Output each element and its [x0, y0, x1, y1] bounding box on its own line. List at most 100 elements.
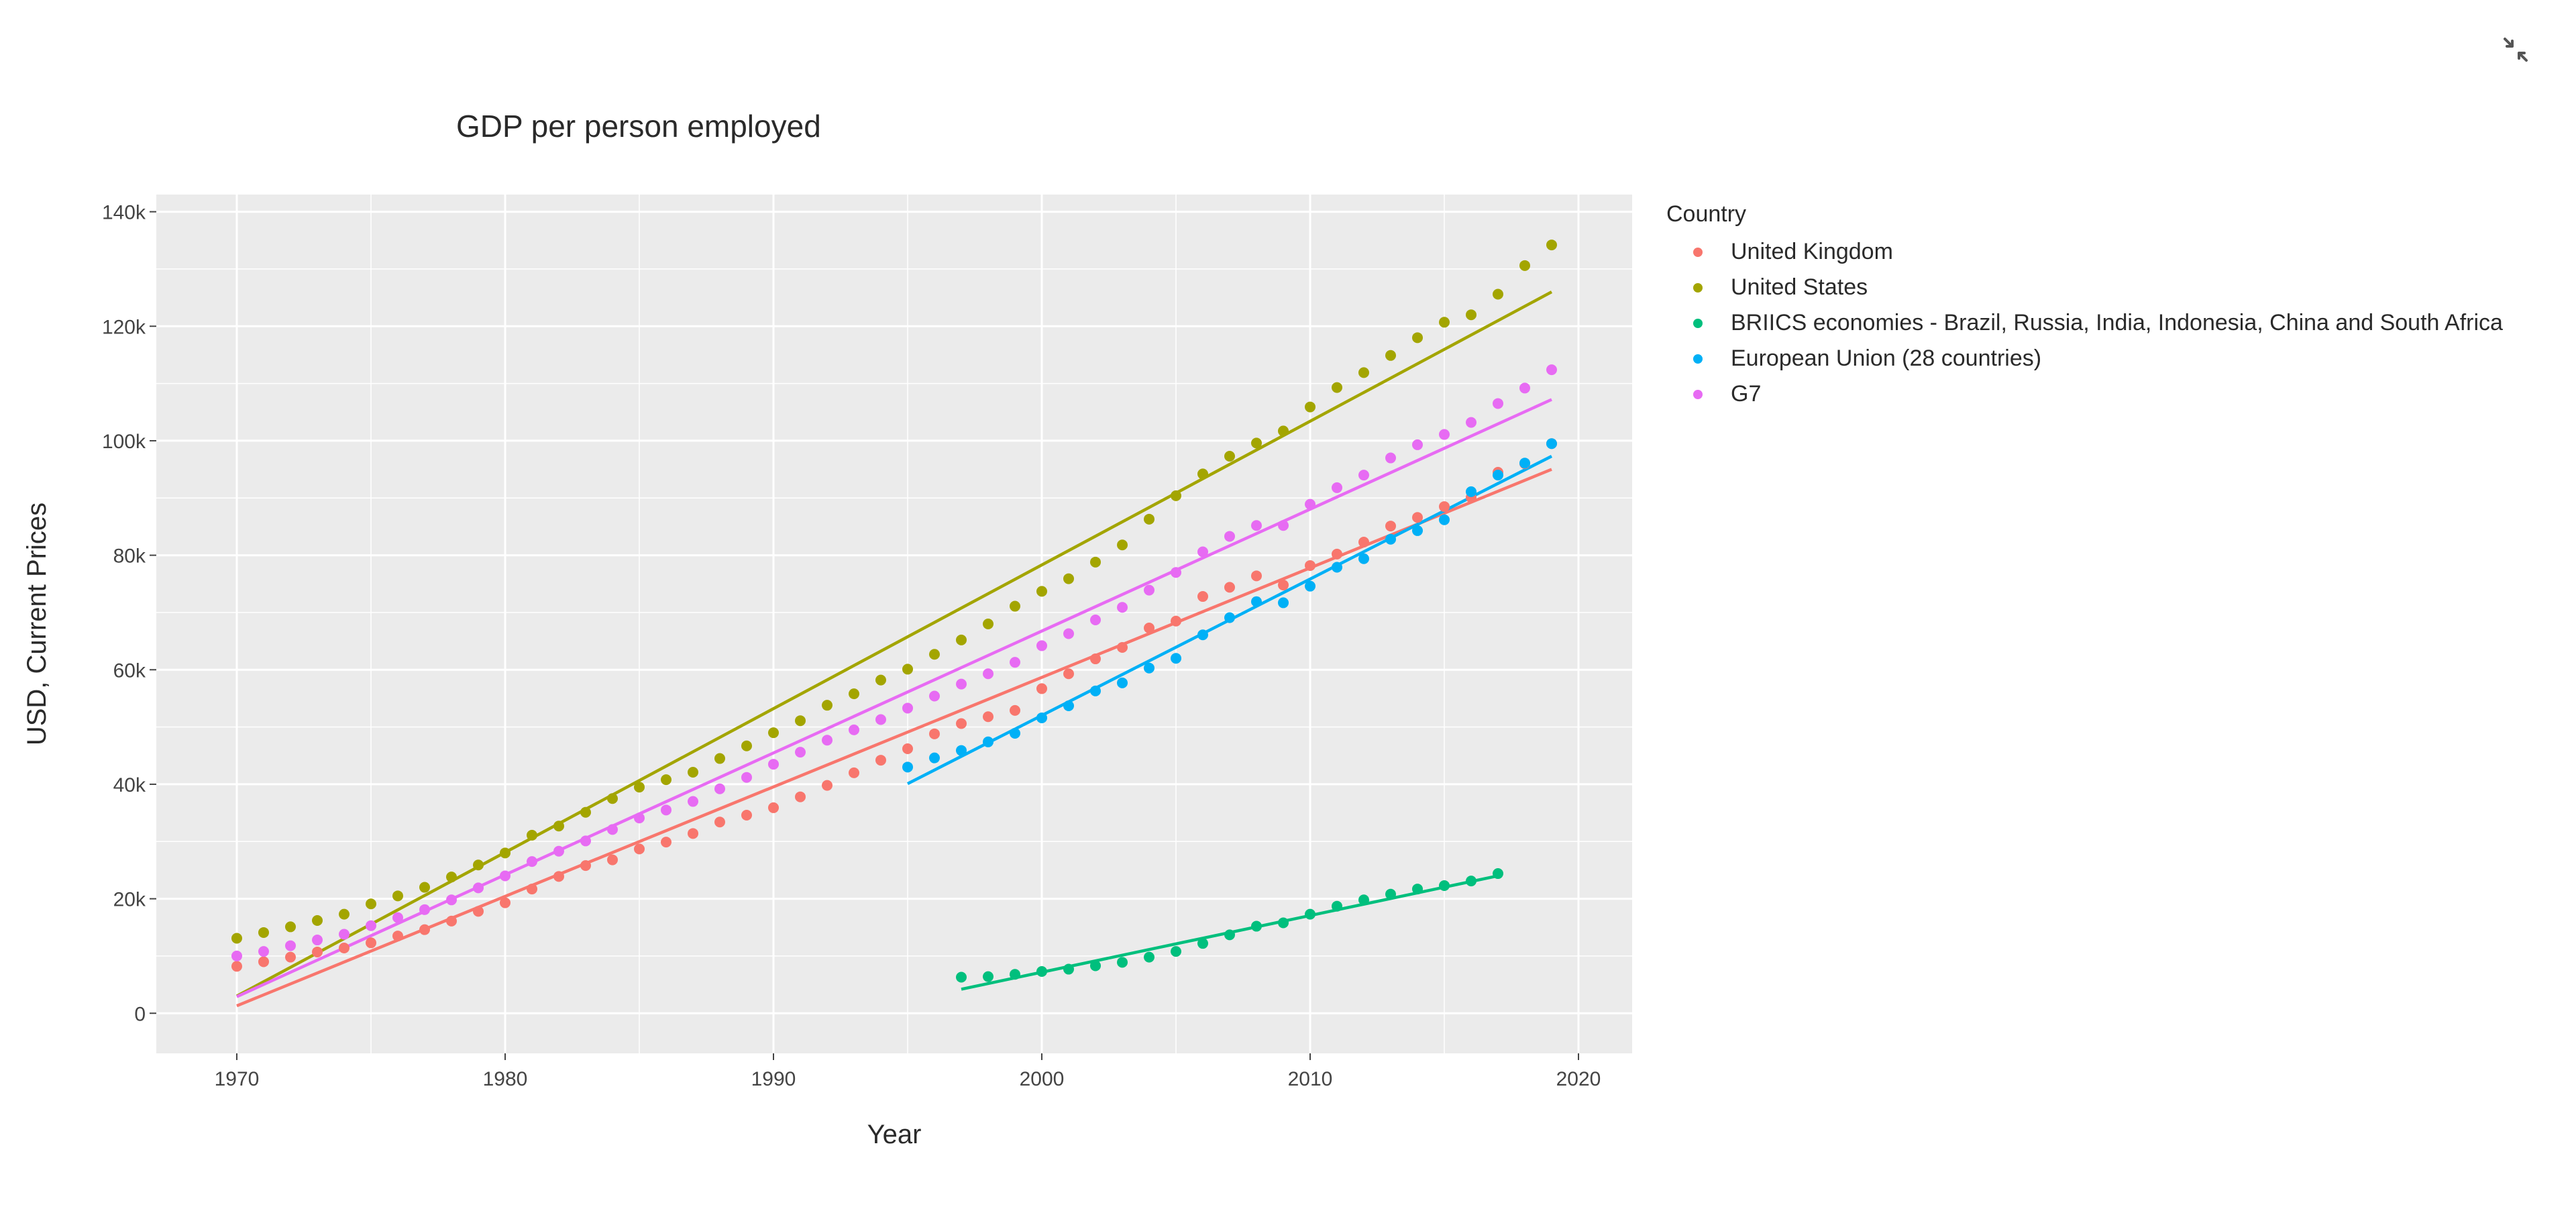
data-point[interactable] — [902, 743, 913, 755]
data-point[interactable] — [956, 745, 967, 756]
data-point[interactable] — [795, 791, 806, 802]
data-point[interactable] — [1251, 570, 1262, 582]
data-point[interactable] — [1171, 615, 1181, 627]
data-point[interactable] — [258, 956, 269, 967]
data-point[interactable] — [607, 854, 618, 865]
data-point[interactable] — [553, 845, 564, 857]
data-point[interactable] — [1090, 960, 1101, 971]
data-point[interactable] — [366, 920, 376, 931]
data-point[interactable] — [741, 810, 752, 821]
data-point[interactable] — [392, 931, 403, 942]
data-point[interactable] — [1466, 486, 1477, 497]
data-point[interactable] — [983, 619, 994, 629]
data-point[interactable] — [741, 772, 752, 783]
data-point[interactable] — [1171, 567, 1181, 578]
data-point[interactable] — [1385, 350, 1396, 361]
data-point[interactable] — [446, 915, 457, 927]
data-point[interactable] — [1224, 582, 1235, 593]
data-point[interactable] — [1251, 596, 1262, 607]
data-point[interactable] — [1090, 556, 1101, 568]
data-point[interactable] — [1063, 700, 1074, 712]
data-point[interactable] — [688, 767, 698, 778]
data-point[interactable] — [822, 780, 833, 791]
data-point[interactable] — [1332, 482, 1342, 493]
data-point[interactable] — [1493, 470, 1503, 481]
data-point[interactable] — [634, 812, 645, 824]
data-point[interactable] — [1332, 900, 1342, 912]
data-point[interactable] — [580, 835, 591, 847]
data-point[interactable] — [231, 950, 242, 961]
data-point[interactable] — [795, 747, 806, 758]
data-point[interactable] — [1117, 539, 1128, 551]
data-point[interactable] — [956, 971, 967, 983]
data-point[interactable] — [1332, 562, 1342, 573]
data-point[interactable] — [956, 634, 967, 645]
data-point[interactable] — [1466, 876, 1477, 887]
data-point[interactable] — [1439, 317, 1450, 328]
data-point[interactable] — [1466, 309, 1477, 321]
data-point[interactable] — [1010, 969, 1020, 980]
data-point[interactable] — [1278, 425, 1289, 437]
data-point[interactable] — [1197, 938, 1208, 949]
data-point[interactable] — [527, 856, 537, 867]
data-point[interactable] — [661, 837, 672, 848]
data-point[interactable] — [1251, 520, 1262, 531]
data-point[interactable] — [1493, 288, 1503, 300]
data-point[interactable] — [1305, 580, 1316, 592]
data-point[interactable] — [1117, 602, 1128, 613]
data-point[interactable] — [849, 767, 859, 778]
data-point[interactable] — [1439, 429, 1450, 440]
data-point[interactable] — [929, 728, 940, 739]
data-point[interactable] — [902, 664, 913, 675]
data-point[interactable] — [1439, 880, 1450, 891]
data-point[interactable] — [1385, 533, 1396, 545]
data-point[interactable] — [258, 946, 269, 957]
data-point[interactable] — [1144, 662, 1155, 674]
data-point[interactable] — [1010, 600, 1020, 612]
data-point[interactable] — [553, 821, 564, 832]
data-point[interactable] — [1305, 560, 1316, 571]
data-point[interactable] — [1412, 512, 1423, 523]
data-point[interactable] — [1332, 382, 1342, 393]
data-point[interactable] — [741, 740, 752, 751]
data-point[interactable] — [500, 897, 511, 908]
data-point[interactable] — [446, 894, 457, 906]
data-point[interactable] — [983, 668, 994, 680]
data-point[interactable] — [661, 804, 672, 816]
data-point[interactable] — [1063, 668, 1074, 680]
data-point[interactable] — [1546, 240, 1557, 251]
data-point[interactable] — [1466, 417, 1477, 428]
data-point[interactable] — [1278, 579, 1289, 590]
data-point[interactable] — [285, 921, 296, 933]
data-point[interactable] — [366, 898, 376, 910]
data-point[interactable] — [231, 961, 242, 972]
data-point[interactable] — [795, 715, 806, 727]
data-point[interactable] — [1117, 957, 1128, 968]
data-point[interactable] — [339, 929, 350, 940]
data-point[interactable] — [902, 761, 913, 773]
data-point[interactable] — [1117, 677, 1128, 688]
data-point[interactable] — [1358, 536, 1369, 547]
data-point[interactable] — [446, 872, 457, 883]
data-point[interactable] — [1519, 260, 1530, 271]
data-point[interactable] — [1224, 612, 1235, 623]
data-point[interactable] — [1090, 653, 1101, 665]
data-point[interactable] — [1412, 332, 1423, 344]
data-point[interactable] — [1197, 546, 1208, 558]
data-point[interactable] — [929, 649, 940, 660]
data-point[interactable] — [1063, 963, 1074, 975]
data-point[interactable] — [500, 870, 511, 882]
data-point[interactable] — [902, 702, 913, 714]
legend-item[interactable]: United Kingdom — [1666, 234, 2503, 270]
data-point[interactable] — [312, 946, 323, 957]
data-point[interactable] — [849, 688, 859, 700]
data-point[interactable] — [1171, 490, 1181, 501]
legend-item[interactable]: European Union (28 countries) — [1666, 341, 2503, 376]
data-point[interactable] — [1090, 615, 1101, 626]
data-point[interactable] — [983, 711, 994, 723]
data-point[interactable] — [580, 806, 591, 818]
data-point[interactable] — [661, 774, 672, 786]
data-point[interactable] — [929, 752, 940, 764]
data-point[interactable] — [1439, 501, 1450, 513]
data-point[interactable] — [1036, 640, 1047, 651]
